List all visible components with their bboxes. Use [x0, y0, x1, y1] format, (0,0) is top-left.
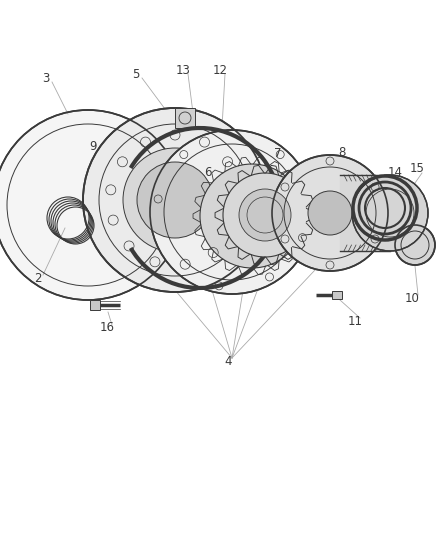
Polygon shape — [175, 108, 194, 128]
Circle shape — [394, 225, 434, 265]
Polygon shape — [331, 291, 341, 299]
Polygon shape — [90, 300, 100, 310]
Text: 8: 8 — [338, 146, 345, 158]
Text: 12: 12 — [212, 63, 227, 77]
Text: 9: 9 — [89, 140, 96, 152]
Circle shape — [83, 108, 266, 292]
Circle shape — [123, 148, 226, 252]
Circle shape — [150, 130, 313, 294]
Circle shape — [137, 162, 212, 238]
Text: 6: 6 — [204, 166, 211, 179]
Text: 7: 7 — [274, 147, 281, 159]
Text: 14: 14 — [387, 166, 402, 180]
Text: 16: 16 — [99, 321, 114, 335]
Circle shape — [351, 175, 427, 251]
Circle shape — [0, 110, 183, 300]
Circle shape — [307, 191, 351, 235]
Text: 3: 3 — [42, 71, 49, 85]
Text: 11: 11 — [347, 316, 362, 328]
Circle shape — [200, 164, 303, 268]
Text: 5: 5 — [132, 68, 139, 80]
Circle shape — [238, 189, 290, 241]
Text: 10: 10 — [404, 292, 418, 304]
Text: 4: 4 — [224, 356, 231, 368]
Text: 15: 15 — [409, 161, 424, 174]
Text: 13: 13 — [175, 63, 190, 77]
Circle shape — [223, 173, 306, 257]
Text: 2: 2 — [34, 271, 42, 285]
Circle shape — [272, 155, 387, 271]
